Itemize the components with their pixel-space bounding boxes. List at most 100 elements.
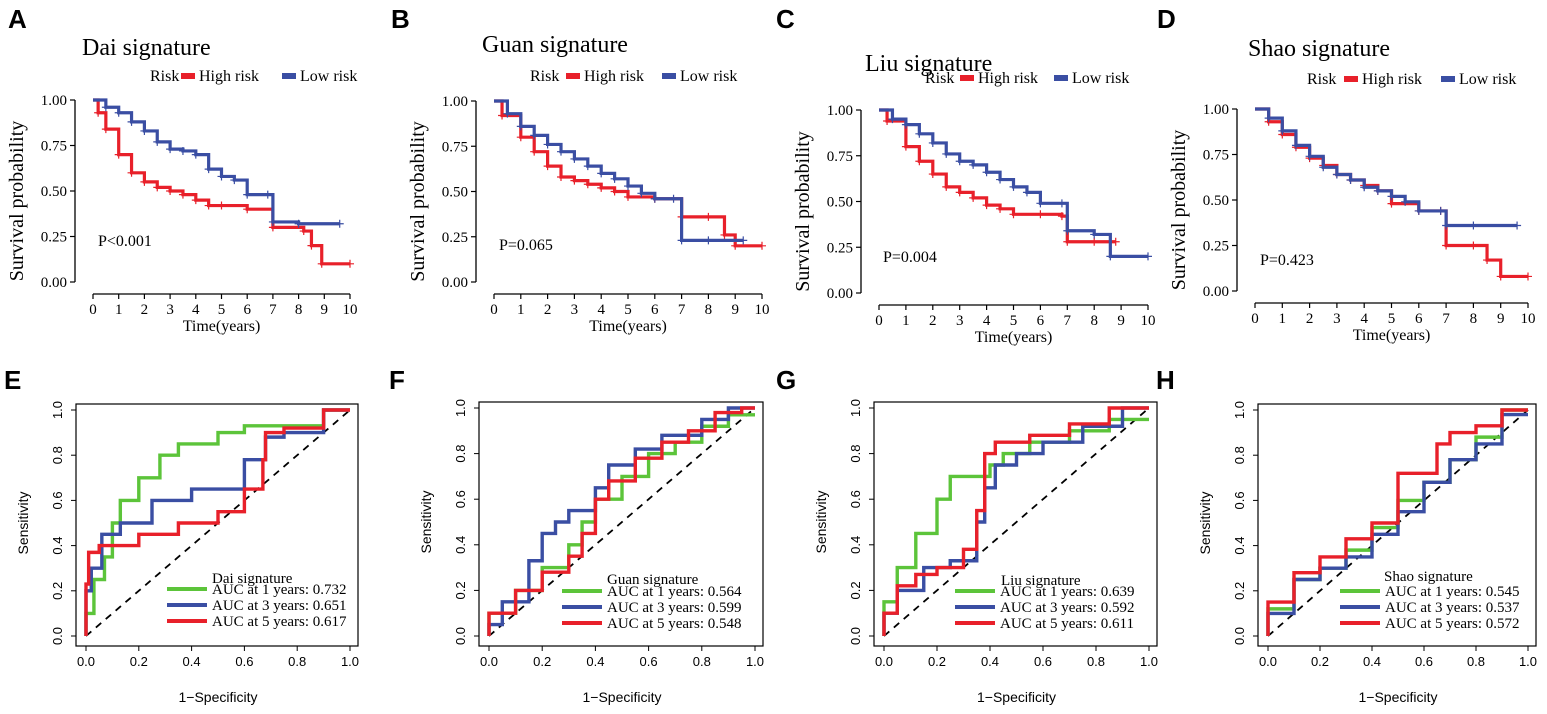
legend-label-5yr: AUC at 5 years: 0.611 <box>1000 616 1134 632</box>
x-tick-label: 0.6 <box>1415 654 1433 669</box>
y-tick-label: 0.0 <box>1232 627 1247 645</box>
y-tick-label: 0.75 <box>827 149 853 165</box>
x-tick-label: 0.8 <box>1087 654 1105 669</box>
censor-mark <box>1513 221 1522 230</box>
legend-title: Risk <box>530 68 559 85</box>
y-tick-label: 0.00 <box>1203 284 1229 300</box>
x-tick-label: 6 <box>243 302 251 318</box>
legend-title: Dai signature <box>212 571 293 587</box>
x-tick-label: 6 <box>1415 311 1423 327</box>
y-tick-label: 1.00 <box>827 103 853 119</box>
censor-mark <box>1009 210 1018 219</box>
x-tick-label: 0.6 <box>235 654 253 669</box>
y-axis-label: Sensitivity <box>813 490 829 553</box>
x-tick-label: 10 <box>755 302 770 318</box>
censor-mark <box>101 125 110 134</box>
censor-mark <box>557 147 565 156</box>
censor-mark <box>516 133 525 142</box>
censor-mark <box>650 194 659 203</box>
censor-mark <box>530 147 539 156</box>
y-tick-label: 0.2 <box>453 581 468 599</box>
legend-label-1yr: AUC at 1 years: 0.639 <box>1000 584 1135 600</box>
y-tick-label: 0.2 <box>848 581 863 599</box>
x-tick-label: 2 <box>929 313 937 329</box>
censor-mark <box>1291 141 1300 150</box>
y-tick-label: 0.0 <box>848 627 863 645</box>
censor-mark <box>1022 188 1031 197</box>
censor-mark <box>955 157 964 166</box>
x-tick-label: 1.0 <box>1519 654 1537 669</box>
legend-title: Risk <box>150 68 179 85</box>
x-tick-label: 0 <box>875 313 883 329</box>
y-tick-label: 1.0 <box>50 401 65 419</box>
x-tick-label: 7 <box>269 302 277 318</box>
censor-mark <box>530 131 539 140</box>
chart-title: Liu signature <box>865 51 992 77</box>
panel-f: F 0.0 0.2 0.4 0.6 0.8 1.0 0.0 0.2 0.4 0.6 0.8 1.0 Sen… <box>389 365 764 705</box>
censor-mark <box>928 170 937 179</box>
y-tick-label: 0.2 <box>50 582 65 600</box>
censor-mark <box>127 117 136 126</box>
x-tick-label: 8 <box>1470 311 1478 327</box>
x-tick-label: 0.2 <box>130 654 148 669</box>
panel-letter: G <box>776 365 796 395</box>
y-tick-label: 0.6 <box>453 490 468 508</box>
y-tick-label: 0.4 <box>848 536 863 554</box>
legend-title: Guan signature <box>607 572 699 588</box>
censor-mark <box>1106 252 1115 261</box>
censor-mark <box>570 176 579 185</box>
legend-swatch-high-risk <box>960 75 974 81</box>
legend-swatch-high-risk <box>1344 76 1358 82</box>
censor-mark <box>1496 272 1505 281</box>
censor-mark <box>1144 252 1152 261</box>
censor-mark <box>1063 237 1072 246</box>
x-tick-label: 8 <box>705 302 713 318</box>
censor-mark <box>996 175 1005 184</box>
x-tick-label: 4 <box>983 313 991 329</box>
censor-mark <box>166 187 175 195</box>
x-tick-label: 2 <box>544 302 552 318</box>
x-tick-label: 2 <box>1306 311 1314 327</box>
legend-label-high-risk: High risk <box>584 68 644 85</box>
censor-mark <box>1387 192 1396 201</box>
legend-swatch-high-risk <box>566 73 580 79</box>
x-tick-label: 3 <box>166 302 174 318</box>
censor-mark <box>1469 241 1478 250</box>
censor-mark <box>942 149 951 158</box>
y-tick-label: 0.4 <box>453 536 468 554</box>
censor-mark <box>1319 163 1328 172</box>
censor-mark <box>1063 226 1072 235</box>
x-tick-label: 7 <box>1442 311 1450 327</box>
y-tick-label: 0.8 <box>1232 446 1247 464</box>
x-tick-label: 0.2 <box>1311 654 1329 669</box>
x-tick-label: 0.8 <box>693 654 711 669</box>
x-axis-label: 1−Specificity <box>977 689 1056 705</box>
y-tick-label: 0.0 <box>50 627 65 645</box>
x-tick-label: 6 <box>1037 313 1045 329</box>
legend-swatch-low-risk <box>1054 75 1068 81</box>
x-tick-label: 9 <box>1497 311 1505 327</box>
censor-mark <box>1305 152 1314 161</box>
censor-mark <box>583 180 592 189</box>
censor-mark <box>637 189 646 198</box>
x-tick-label: 1 <box>115 302 123 318</box>
censor-mark <box>153 137 162 146</box>
censor-mark <box>204 201 213 210</box>
censor-mark <box>704 236 713 245</box>
x-tick-label: 0 <box>1251 311 1259 327</box>
y-tick-label: 0.50 <box>1203 193 1229 209</box>
legend-title: Risk <box>925 70 954 87</box>
y-tick-label: 1.0 <box>848 399 863 417</box>
censor-mark <box>1036 210 1045 219</box>
legend-label-high-risk: High risk <box>199 68 259 85</box>
censor-mark <box>243 190 252 199</box>
censor-mark <box>731 241 740 250</box>
p-value: P=0.423 <box>1260 252 1314 269</box>
x-tick-label: 0.2 <box>533 654 551 669</box>
censor-mark <box>982 168 991 177</box>
censor-mark <box>243 205 252 214</box>
x-tick-label: 0.4 <box>981 654 999 669</box>
censor-mark <box>883 116 892 125</box>
chart-title: Shao signature <box>1248 36 1390 62</box>
